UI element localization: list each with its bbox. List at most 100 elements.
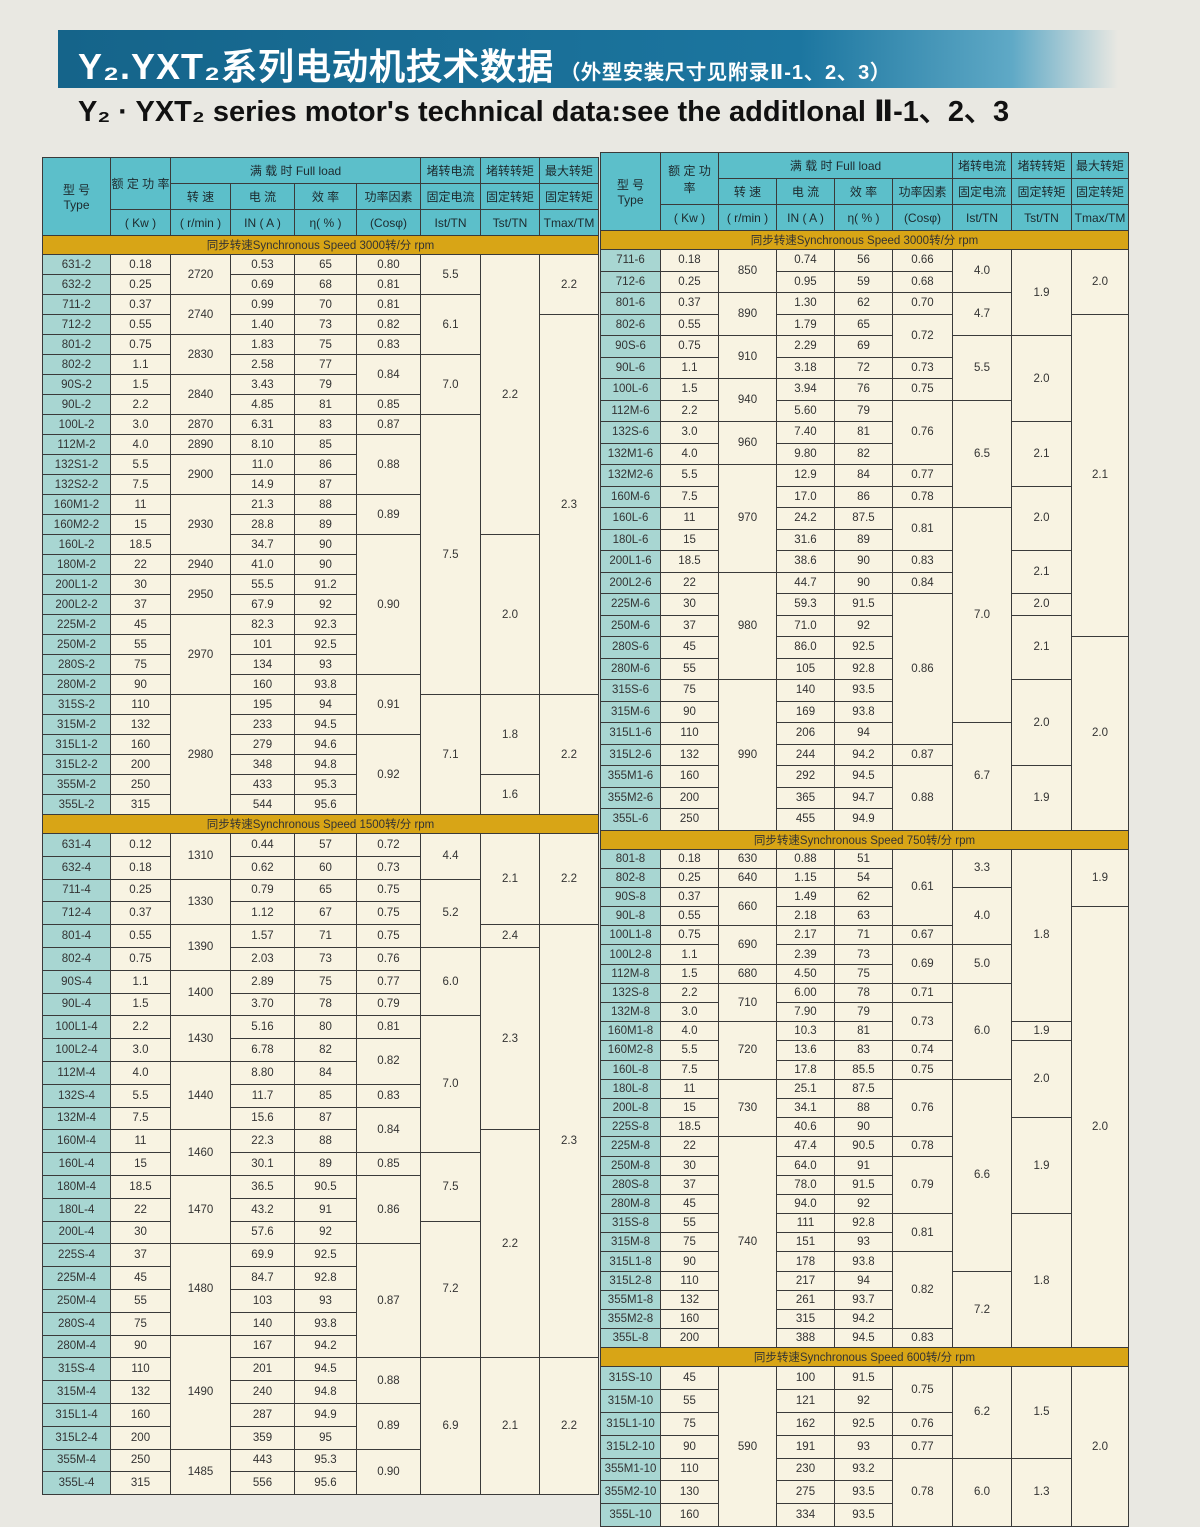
power-factor-value: 0.84 — [356, 1106, 421, 1154]
motor-type: 160L-2 — [42, 534, 111, 555]
table-row: 355M-4 250 1485 443 95.3 0.90 — [42, 1448, 599, 1496]
current-value: 217 — [776, 1270, 835, 1291]
rated-power: 2.2 — [110, 394, 171, 415]
locked-current-ratio: 5.5 — [420, 254, 481, 295]
speed-value: 1480 — [170, 1243, 231, 1336]
power-factor-value: 0.91 — [356, 674, 421, 735]
power-factor-value: 0.84 — [356, 354, 421, 395]
rated-power: 160 — [660, 1503, 719, 1527]
locked-current-ratio: 4.0 — [952, 249, 1012, 293]
efficiency-value: 88 — [294, 494, 357, 515]
motor-type: 355L-6 — [600, 808, 661, 831]
current-value: 15.6 — [230, 1106, 295, 1131]
speed-value: 1490 — [170, 1334, 231, 1450]
motor-type: 712-6 — [600, 270, 661, 293]
efficiency-value: 91.5 — [834, 1366, 893, 1391]
power-factor-value: 0.86 — [892, 593, 953, 745]
header-tmax-cn2: 固定转矩 — [1071, 178, 1129, 205]
current-value: 140 — [776, 679, 835, 702]
table-row: 801-4 0.55 1390 1.57 71 0.75 2.4 2.3 — [42, 924, 599, 1359]
rated-power: 315 — [110, 794, 171, 815]
locked-current-ratio: 4.0 — [952, 886, 1012, 946]
motor-type: 355L-10 — [600, 1503, 661, 1527]
motor-type: 200L2-2 — [42, 594, 111, 615]
efficiency-value: 92.5 — [834, 1411, 893, 1436]
table-row: 160M-6 7.5 17.0 86 0.78 2.0 — [600, 485, 1129, 551]
speed-value: 720 — [718, 1021, 777, 1080]
locked-current-ratio: 6.0 — [952, 982, 1012, 1080]
efficiency-value: 65 — [294, 878, 357, 903]
motor-type: 132S-4 — [42, 1083, 111, 1108]
locked-torque-ratio: 2.0 — [480, 534, 540, 695]
motor-type: 100L2-8 — [600, 944, 661, 965]
rated-power: 15 — [660, 528, 719, 551]
rated-power: 0.12 — [110, 833, 171, 857]
speed-value: 2840 — [170, 374, 231, 415]
power-factor-value: 0.73 — [892, 1001, 953, 1042]
motor-type: 315M-4 — [42, 1380, 111, 1404]
power-factor-value: 0.75 — [892, 378, 953, 401]
locked-torque-ratio: 1.5 — [1011, 1366, 1072, 1459]
current-value: 365 — [776, 786, 835, 809]
efficiency-value: 65 — [834, 313, 893, 336]
efficiency-value: 93.7 — [834, 1289, 893, 1311]
efficiency-value: 93.2 — [834, 1457, 893, 1482]
rated-power: 0.55 — [110, 314, 171, 335]
motor-type: 632-2 — [42, 274, 111, 295]
speed-value: 640 — [718, 867, 777, 888]
efficiency-value: 73 — [294, 946, 357, 971]
section-banner-row: 同步转速Synchronous Speed 750转/分 rpm — [600, 829, 1129, 850]
table-row: 90S-4 1.1 1400 2.89 75 0.77 — [42, 969, 599, 1017]
efficiency-value: 70 — [294, 294, 357, 315]
motor-type: 250M-8 — [600, 1155, 661, 1176]
power-factor-value: 0.73 — [892, 356, 953, 379]
power-factor-value: 0.83 — [356, 334, 421, 355]
table-row: 250M-2 55 101 92.5 — [42, 634, 599, 655]
max-torque-ratio: 2.2 — [539, 1357, 599, 1496]
table-row: 132S-8 2.2 710 6.00 78 0.71 6.0 — [600, 982, 1129, 1080]
current-value: 0.95 — [776, 270, 835, 293]
speed-value: 2740 — [170, 294, 231, 335]
rated-power: 0.55 — [660, 313, 719, 336]
speed-value: 980 — [718, 571, 777, 680]
table-row: 100L-2 3.0 2870 6.31 83 0.87 7.5 — [42, 414, 599, 695]
left-spec-table: 型 号 Type 额 定 功 率满 载 时 Full load 堵转电流 堵转转矩 最大转… — [42, 157, 599, 1496]
speed-value: 1390 — [170, 924, 231, 971]
current-value: 28.8 — [230, 514, 295, 535]
rated-power: 0.75 — [660, 335, 719, 358]
locked-current-ratio: 3.3 — [952, 848, 1012, 888]
table-row: 711-4 0.25 1330 0.79 65 0.75 5.2 — [42, 878, 599, 948]
table-row: 355M1-6 160 292 94.5 0.88 1.9 — [600, 765, 1129, 831]
motor-type: 180M-2 — [42, 554, 111, 575]
motor-type: 315L1-6 — [600, 722, 661, 745]
motor-type: 112M-6 — [600, 399, 661, 422]
current-value: 279 — [230, 734, 295, 755]
current-value: 167 — [230, 1334, 295, 1359]
rated-power: 22 — [110, 1197, 171, 1222]
motor-type: 132S2-2 — [42, 474, 111, 495]
efficiency-value: 94.7 — [834, 786, 893, 809]
efficiency-value: 54 — [834, 867, 893, 888]
power-factor-value: 0.89 — [356, 494, 421, 535]
table-row: 315M-10 55 121 92 — [600, 1389, 1129, 1413]
current-value: 0.69 — [230, 274, 295, 295]
power-factor-value: 0.83 — [892, 550, 953, 573]
efficiency-value: 92 — [834, 1389, 893, 1413]
power-factor-value: 0.71 — [892, 982, 953, 1004]
locked-torque-ratio: 1.9 — [1011, 1021, 1072, 1042]
table-row: 225M-6 30 59.3 91.5 0.86 2.0 — [600, 593, 1129, 745]
rated-power: 75 — [110, 1311, 171, 1336]
efficiency-value: 84 — [294, 1060, 357, 1085]
header-tst-cn2: 固定转矩 — [480, 183, 540, 210]
current-value: 5.16 — [230, 1015, 295, 1040]
locked-torque-ratio: 2.1 — [480, 832, 540, 926]
efficiency-value: 94.5 — [294, 714, 357, 735]
current-value: 36.5 — [230, 1174, 295, 1199]
table-row: 315L1-2 160 279 94.6 0.92 — [42, 734, 599, 815]
table-row: 315M-2 132 233 94.5 — [42, 714, 599, 735]
efficiency-value: 79 — [834, 399, 893, 422]
speed-value: 1330 — [170, 878, 231, 926]
rated-power: 1.1 — [110, 354, 171, 375]
motor-type: 100L1-8 — [600, 925, 661, 946]
rated-power: 22 — [660, 1136, 719, 1157]
